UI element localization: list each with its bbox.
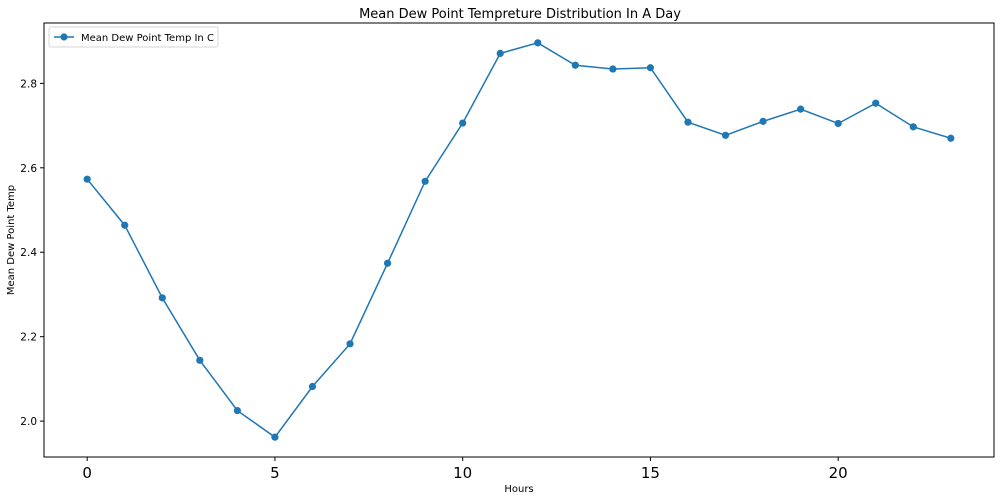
data-point-hour-20 [834,119,842,128]
data-point-hour-5 [271,433,279,441]
series-markers [83,39,955,441]
data-point-hour-14 [609,65,617,73]
data-point-hour-11 [496,49,504,57]
data-point-hour-17 [721,131,730,139]
series-line [86,42,952,439]
data-point-hour-7 [346,340,354,348]
y-tick-label: 2.6 [20,163,37,175]
x-axis-ticks: 0 5 10 15 20 [82,457,848,482]
data-point-hour-1 [121,221,129,229]
chart-title: Mean Dew Point Tempreture Distribution I… [359,7,681,22]
data-point-hour-8 [383,259,392,267]
plot-frame [43,22,995,458]
legend: Mean Dew Point Temp In C [48,26,219,48]
legend-marker-swatch [60,33,68,41]
data-point-hour-15 [646,64,655,72]
x-tick-label: 15 [641,464,660,482]
data-point-hour-23 [947,134,955,142]
x-tick-label: 20 [829,464,848,482]
x-tick-label: 5 [270,464,280,482]
data-point-hour-19 [797,105,805,113]
y-tick-label: 2.0 [20,416,37,428]
x-axis-label: Hours [504,484,533,495]
data-point-hour-22 [909,123,917,131]
data-point-hour-18 [759,117,767,125]
data-point-hour-16 [684,118,692,126]
data-point-hour-21 [872,99,880,107]
legend-box [48,26,219,48]
data-point-hour-4 [233,406,241,415]
data-point-hour-12 [534,39,542,47]
data-point-hour-9 [421,177,429,185]
y-tick-label: 2.4 [20,247,37,259]
data-point-hour-3 [196,356,204,364]
y-axis-ticks: 2.0 2.2 2.4 2.6 2.8 [20,78,44,428]
data-point-hour-13 [571,61,579,69]
x-tick-label: 0 [82,464,92,482]
data-point-hour-2 [158,294,166,302]
y-tick-label: 2.2 [20,332,37,344]
y-tick-label: 2.8 [20,78,37,90]
x-tick-label: 10 [453,464,472,482]
data-point-hour-0 [83,175,91,183]
data-point-hour-10 [459,119,467,127]
data-point-hour-6 [308,382,317,391]
y-axis-label: Mean Dew Point Temp [6,185,17,295]
legend-entry-label: Mean Dew Point Temp In C [81,33,214,44]
